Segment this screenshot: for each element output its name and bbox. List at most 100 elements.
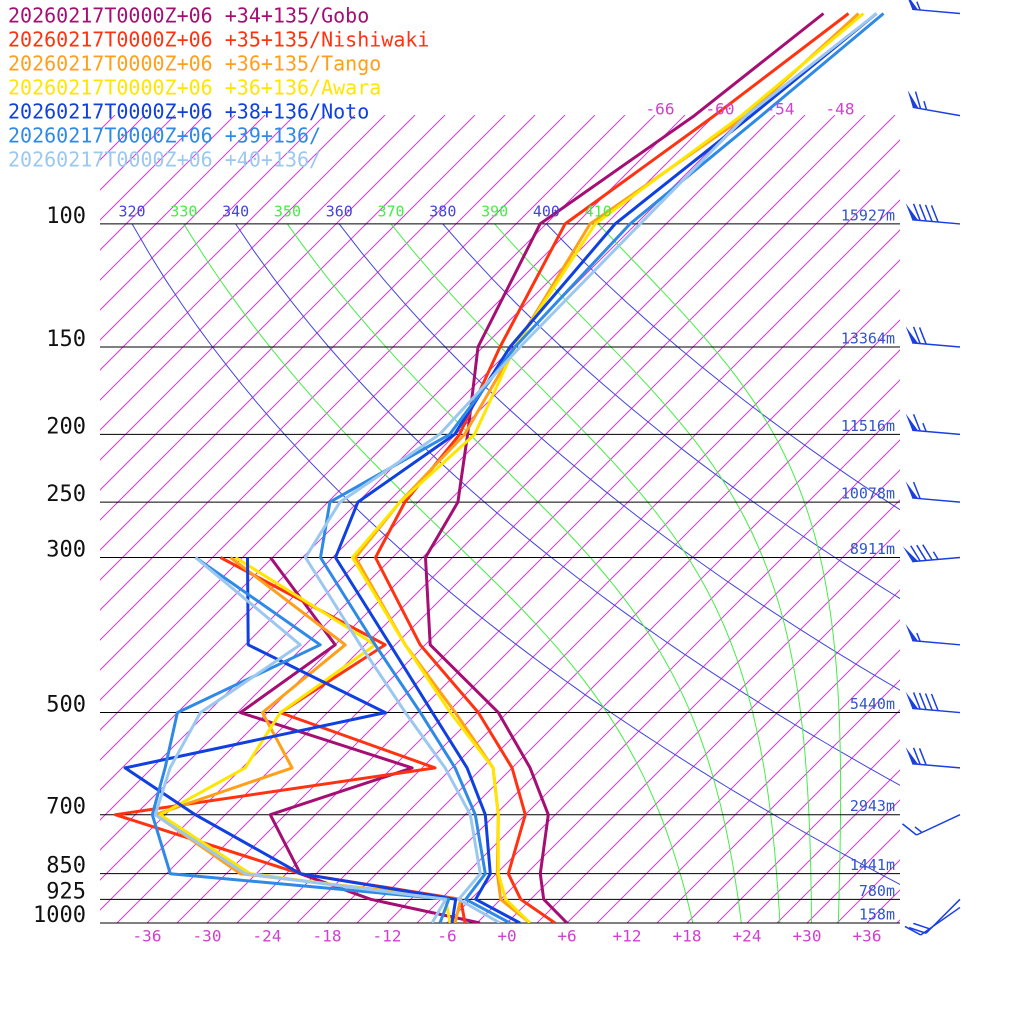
barb-full bbox=[902, 823, 917, 836]
barb-flag bbox=[908, 0, 919, 10]
theta-label: 390 bbox=[481, 203, 508, 221]
pressure-label: 300 bbox=[46, 537, 86, 562]
isotherm bbox=[100, 115, 536, 551]
barb-full bbox=[924, 204, 933, 222]
theta-label: 370 bbox=[377, 203, 404, 221]
barb-full bbox=[912, 481, 921, 499]
wind-barb bbox=[905, 481, 961, 503]
pressure-label: 200 bbox=[46, 414, 86, 439]
wind-barb bbox=[907, 90, 961, 117]
isotherm bbox=[100, 115, 716, 731]
temperature-line bbox=[354, 12, 860, 923]
wind-barb bbox=[905, 691, 961, 714]
isotherms bbox=[100, 115, 900, 923]
moist-adiabat bbox=[286, 224, 742, 923]
barb-full bbox=[914, 91, 922, 109]
isotherm bbox=[100, 115, 476, 491]
upper-tick-label: -66 bbox=[646, 100, 675, 119]
barb-full bbox=[913, 922, 931, 930]
isobars bbox=[100, 223, 900, 924]
dewpoint-line bbox=[238, 556, 481, 923]
barb-full bbox=[912, 413, 921, 432]
pressure-label: 150 bbox=[46, 327, 86, 352]
theta-label: 380 bbox=[429, 203, 456, 221]
wind-barb bbox=[904, 906, 961, 936]
barb-full bbox=[904, 925, 922, 936]
temperature-line bbox=[319, 12, 885, 923]
barb-flag bbox=[905, 481, 919, 499]
height-label: 158m bbox=[859, 906, 895, 924]
temperature-line bbox=[304, 12, 878, 923]
barb-flag bbox=[905, 203, 919, 221]
height-label: 15927m bbox=[841, 206, 895, 224]
moist-adiabat bbox=[183, 224, 694, 923]
isotherm bbox=[476, 499, 900, 923]
x-tick-label: -6 bbox=[437, 927, 456, 946]
height-label: 2943m bbox=[850, 797, 895, 815]
moist-adiabat bbox=[390, 224, 781, 923]
isotherm bbox=[176, 199, 900, 923]
isotherm bbox=[386, 409, 900, 923]
isotherm bbox=[536, 559, 900, 923]
barb-full bbox=[912, 692, 921, 710]
x-tick-label: +12 bbox=[613, 927, 642, 946]
wind-barb bbox=[905, 203, 961, 225]
barb-staff bbox=[916, 814, 961, 836]
isotherm bbox=[100, 115, 626, 641]
barb-flag bbox=[905, 326, 919, 344]
isotherm bbox=[716, 739, 900, 923]
isotherm bbox=[100, 115, 386, 401]
isotherm bbox=[100, 115, 446, 461]
isotherm bbox=[100, 115, 326, 341]
height-label: 1441m bbox=[850, 856, 895, 874]
legend-entry: 20260217T0000Z+06 +35+135/Nishiwaki bbox=[8, 28, 429, 52]
barb-half bbox=[914, 826, 923, 834]
pressure-label: 500 bbox=[46, 693, 86, 718]
x-tick-label: +36 bbox=[853, 927, 882, 946]
x-tick-label: -24 bbox=[253, 927, 282, 946]
barb-staff bbox=[912, 106, 961, 117]
isotherm bbox=[686, 709, 900, 923]
moist-adiabat bbox=[494, 224, 812, 923]
height-label: 10078m bbox=[841, 485, 895, 503]
moist-adiabat bbox=[597, 224, 842, 923]
barb-full bbox=[912, 203, 921, 221]
isotherm bbox=[656, 679, 900, 923]
barb-flag bbox=[902, 546, 919, 562]
temperature-line bbox=[351, 12, 865, 923]
isotherm bbox=[896, 919, 900, 923]
upper-tick-label: -60 bbox=[706, 100, 735, 119]
barb-full bbox=[930, 693, 939, 711]
barb-half bbox=[922, 422, 927, 432]
wind-barb bbox=[905, 623, 961, 646]
wind-barb bbox=[902, 544, 961, 563]
isotherm bbox=[100, 115, 296, 311]
isotherm bbox=[446, 469, 900, 923]
isotherm bbox=[506, 529, 900, 923]
barb-full bbox=[912, 747, 921, 765]
barb-flag bbox=[907, 90, 919, 109]
pressure-label: 850 bbox=[46, 854, 86, 879]
isotherm bbox=[266, 289, 900, 923]
x-tick-label: +6 bbox=[557, 927, 576, 946]
isotherm bbox=[746, 769, 900, 923]
isotherm bbox=[146, 169, 900, 923]
x-tick-label: +24 bbox=[733, 927, 762, 946]
temperature-line bbox=[334, 12, 878, 923]
isotherm bbox=[806, 829, 900, 923]
wind-barb bbox=[905, 413, 961, 436]
x-tick-label: +30 bbox=[793, 927, 822, 946]
barb-full bbox=[918, 327, 927, 345]
theta-label: 330 bbox=[170, 203, 197, 221]
legend-entry: 20260217T0000Z+06 +36+136/Awara bbox=[8, 76, 381, 100]
barb-full bbox=[918, 748, 927, 766]
dewpoint-line bbox=[123, 557, 458, 923]
legend-entry: 20260217T0000Z+06 +36+135/Tango bbox=[8, 52, 381, 76]
barb-full bbox=[922, 544, 933, 561]
temperature-line bbox=[374, 12, 850, 923]
isotherm bbox=[100, 115, 266, 281]
barb-full bbox=[910, 545, 921, 562]
upper-tick-label: -54 bbox=[766, 100, 795, 119]
height-label: 11516m bbox=[841, 417, 895, 435]
